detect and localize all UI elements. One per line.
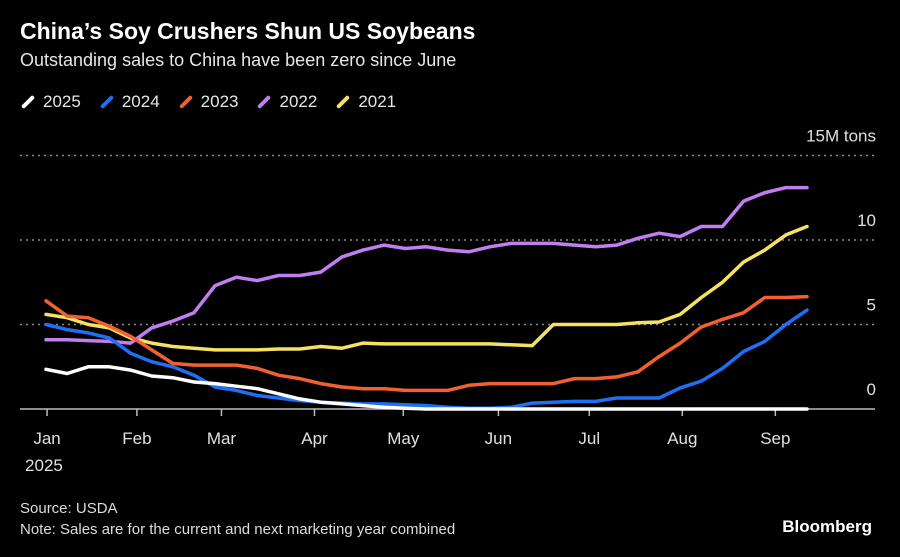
series-line-2021 [44,224,809,352]
x-tick-label: Jan [33,429,60,448]
x-tick-year: 2025 [25,456,63,475]
x-tick-label: Jun [485,429,512,448]
chart-subtitle: Outstanding sales to China have been zer… [20,50,457,70]
legend: 2025 2024 2023 2022 2021 [20,92,396,112]
series-line-2023 [44,294,809,393]
legend-item-2022: 2022 [256,92,317,112]
series-line-2022 [44,185,809,345]
footnote: Note: Sales are for the current and next… [20,521,456,538]
series-line-2024 [44,308,809,410]
legend-item-2025: 2025 [20,92,81,112]
bloomberg-logo: Bloomberg [782,517,872,536]
legend-item-2021: 2021 [335,92,396,112]
x-tick-label: Aug [667,429,697,448]
y-tick-label: 15M tons [806,127,876,146]
legend-label: 2023 [200,92,239,111]
legend-item-2023: 2023 [178,92,239,112]
source-note: Source: USDA [20,500,118,517]
x-tick-label: Sep [760,429,790,448]
chart-title: China’s Soy Crushers Shun US Soybeans [20,18,476,44]
x-tick-label: May [387,429,420,448]
legend-label: 2022 [279,92,318,111]
y-tick-label: 10 [857,211,876,230]
x-tick-label: Mar [207,429,237,448]
legend-label: 2025 [43,92,81,111]
legend-item-2024: 2024 [99,92,160,112]
legend-label: 2021 [358,92,397,111]
legend-label: 2024 [121,92,160,111]
series-line-2025 [44,365,809,411]
x-tick-label: Feb [122,429,151,448]
y-tick-label: 5 [867,296,876,315]
y-tick-label: 0 [867,380,876,399]
x-tick-label: Jul [578,429,600,448]
x-tick-label: Apr [301,429,328,448]
